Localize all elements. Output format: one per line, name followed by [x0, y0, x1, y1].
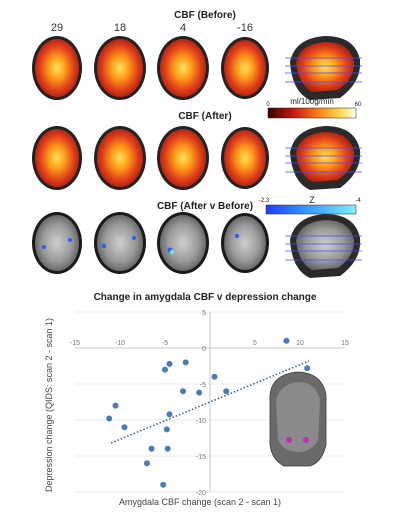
trend-line: [110, 360, 310, 444]
x-tick-label: 15: [341, 340, 349, 347]
y-axis-label: Depression change (QIDS: scan 2 - scan 1…: [44, 318, 54, 492]
data-point: [223, 388, 230, 395]
brain-slices: ml/100g/min 0 60 Z -2.3 -4: [32, 36, 362, 278]
trend-line-group: [110, 360, 310, 444]
data-point: [106, 415, 113, 422]
slice-number-4: -16: [237, 22, 253, 34]
data-point: [148, 445, 155, 452]
z-colorbar-max: -4: [355, 198, 361, 204]
data-point: [180, 388, 186, 395]
data-point: [196, 389, 203, 396]
y-tick-label: -20: [196, 490, 206, 497]
data-point: [166, 360, 173, 367]
y-tick-label: 0: [202, 346, 206, 353]
data-point: [160, 481, 167, 488]
row-diff: [32, 212, 362, 278]
data-point: [164, 445, 171, 452]
panel-title-diff: CBF (After v Before): [156, 201, 254, 212]
panel-title-after: CBF (After): [178, 111, 232, 122]
x-tick-label: 10: [296, 340, 304, 347]
data-point: [112, 402, 119, 409]
data-point: [211, 373, 218, 380]
x-tick-label: -15: [70, 340, 80, 347]
panel-title-before: CBF (Before): [174, 10, 236, 21]
chart-title: Change in amygdala CBF v depression chan…: [93, 292, 317, 303]
y-tick-label: -5: [200, 382, 206, 389]
row-after: [32, 126, 362, 190]
slice-number-2: 18: [113, 22, 127, 34]
y-tick-labels: 5 0 -5 -10 -15 -20: [196, 310, 206, 497]
z-colorbar: [265, 204, 357, 215]
y-tick-label: -15: [196, 454, 206, 461]
data-point: [144, 460, 150, 467]
x-tick-label: 5: [253, 340, 257, 347]
inset-brain-coronal: [269, 371, 327, 467]
row-before: [32, 36, 362, 100]
slice-number-1: 29: [50, 22, 64, 34]
data-points: [106, 337, 311, 488]
scatter-chart: 5 0 -5 -10 -15 -20 -15 -10 -5 5 10 15 Amygdala CBF…: [44, 310, 349, 507]
x-axis-label: Amygdala CBF change (scan 2 - scan 1): [119, 497, 281, 507]
data-point: [182, 359, 189, 366]
data-point: [163, 426, 170, 433]
data-point: [162, 366, 168, 373]
cbf-colorbar: [267, 107, 357, 119]
y-tick-label: -10: [196, 418, 206, 425]
data-point: [121, 424, 128, 431]
cbf-colorbar-min: 0: [266, 102, 270, 108]
x-tick-labels: -15 -10 -5 5 10 15: [70, 340, 349, 347]
cbf-colorbar-unit: ml/100g/min: [290, 97, 334, 106]
data-point: [283, 337, 290, 344]
x-tick-label: -10: [115, 340, 125, 347]
x-tick-label: -5: [162, 340, 168, 347]
z-colorbar-label: Z: [309, 195, 315, 205]
cbf-colorbar-max: 60: [355, 102, 362, 108]
data-point: [304, 365, 311, 372]
z-colorbar-min: -2.3: [259, 198, 270, 204]
y-tick-label: 5: [202, 310, 206, 317]
data-point: [166, 411, 173, 418]
slice-number-3: 4: [179, 22, 187, 34]
